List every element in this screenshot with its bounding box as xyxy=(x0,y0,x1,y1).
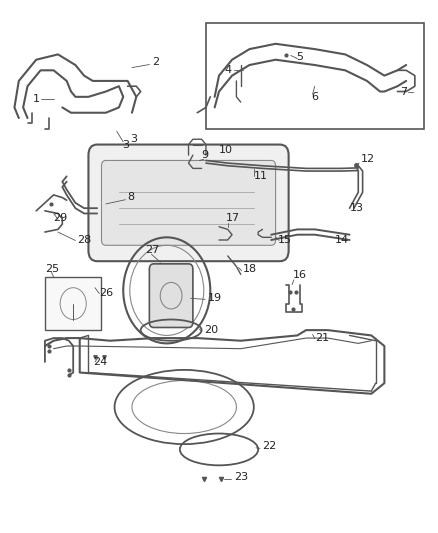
Text: 16: 16 xyxy=(293,270,307,280)
Text: 29: 29 xyxy=(53,213,68,223)
Text: 21: 21 xyxy=(315,333,329,343)
Text: 13: 13 xyxy=(350,203,364,213)
Text: 24: 24 xyxy=(93,357,107,367)
Text: 5: 5 xyxy=(296,52,303,62)
Text: 20: 20 xyxy=(204,325,218,335)
Text: 12: 12 xyxy=(360,154,374,164)
Text: 11: 11 xyxy=(254,171,268,181)
Bar xyxy=(206,22,424,128)
Text: 8: 8 xyxy=(127,192,135,202)
Text: 26: 26 xyxy=(99,288,113,297)
Text: 10: 10 xyxy=(219,144,233,155)
FancyBboxPatch shape xyxy=(88,144,289,261)
Text: 17: 17 xyxy=(226,213,240,223)
Text: 22: 22 xyxy=(262,441,277,451)
Text: 1: 1 xyxy=(33,94,40,104)
Text: 15: 15 xyxy=(278,235,292,245)
Text: 3: 3 xyxy=(122,140,129,150)
Text: 7: 7 xyxy=(400,86,407,96)
Text: 28: 28 xyxy=(78,235,92,245)
Bar xyxy=(45,277,102,330)
Text: 23: 23 xyxy=(234,472,248,482)
Text: 4: 4 xyxy=(224,66,231,75)
FancyBboxPatch shape xyxy=(102,160,276,245)
Text: 9: 9 xyxy=(201,150,209,160)
Text: 14: 14 xyxy=(334,235,349,245)
Text: 2: 2 xyxy=(152,58,159,67)
Text: 6: 6 xyxy=(311,92,318,102)
Text: 27: 27 xyxy=(145,245,159,255)
FancyBboxPatch shape xyxy=(149,264,193,327)
Text: 19: 19 xyxy=(208,293,222,303)
Text: 3: 3 xyxy=(130,134,137,144)
Text: 25: 25 xyxy=(45,264,59,274)
Text: 18: 18 xyxy=(243,264,257,274)
